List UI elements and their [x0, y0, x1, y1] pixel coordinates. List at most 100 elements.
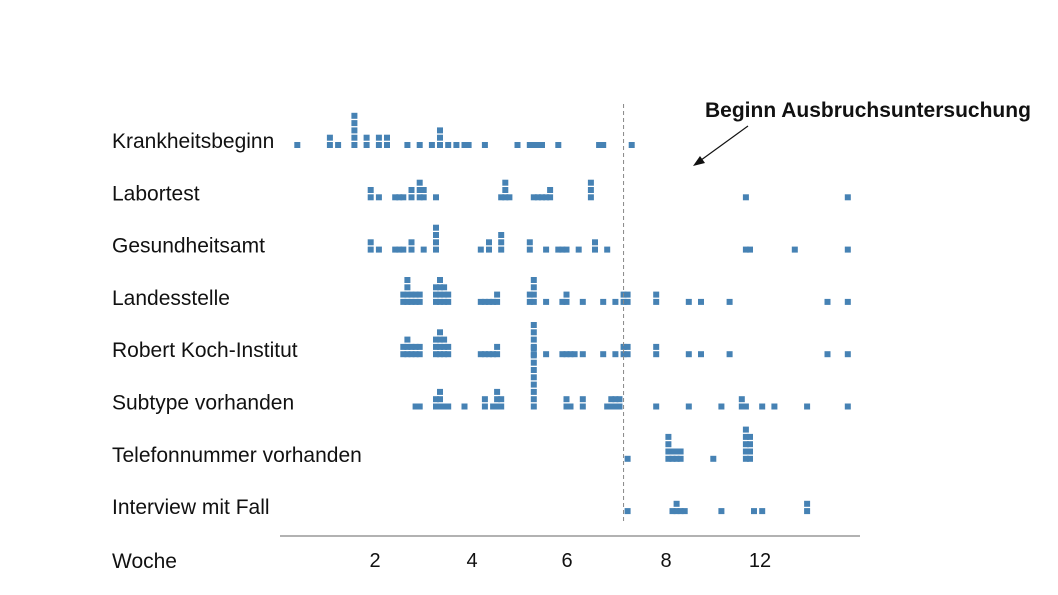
case-dot [420, 246, 427, 253]
case-dot [539, 194, 545, 201]
case-dot [416, 351, 423, 358]
case-dot [477, 351, 484, 358]
case-dot [844, 403, 851, 410]
case-dot [437, 343, 443, 350]
case-dot [404, 336, 411, 343]
case-dot [747, 448, 753, 455]
case-dot [575, 246, 582, 253]
case-dot [604, 246, 611, 253]
annotation-arrow [696, 125, 749, 164]
case-dot [384, 142, 390, 148]
case-dot [433, 351, 439, 358]
case-dot [543, 298, 550, 305]
case-dot [486, 298, 492, 305]
case-dot [526, 298, 533, 305]
case-dot [416, 187, 423, 193]
case-dot [530, 388, 537, 395]
case-dot [685, 351, 692, 358]
case-dot [673, 455, 680, 462]
case-dot [563, 403, 570, 410]
case-dot [494, 298, 501, 305]
case-dot [412, 403, 419, 410]
case-dot [437, 351, 443, 358]
case-dot [624, 508, 631, 515]
case-dot [587, 187, 594, 193]
case-dot [351, 112, 358, 119]
case-dot [698, 351, 704, 358]
case-dot [367, 246, 374, 253]
case-dot [579, 351, 586, 358]
case-dot [400, 343, 407, 350]
case-dot [392, 246, 399, 253]
case-dot [465, 142, 472, 148]
case-dot [844, 246, 851, 253]
case-dot [673, 448, 680, 455]
x-axis-label: Woche [112, 550, 177, 573]
case-dot [400, 351, 407, 358]
case-dot [481, 396, 488, 403]
case-dot [653, 298, 660, 305]
case-dot [600, 298, 607, 305]
case-dot [396, 246, 403, 253]
case-dot [494, 388, 501, 395]
case-dot [571, 351, 578, 358]
case-dot [530, 367, 537, 373]
case-dot [433, 343, 439, 350]
case-dot [367, 239, 374, 246]
x-tick-label: 8 [660, 550, 671, 572]
case-dot [412, 343, 419, 350]
case-dot [433, 232, 439, 238]
case-dot [624, 298, 631, 305]
case-dot [404, 298, 411, 305]
case-dot [791, 246, 798, 253]
case-dot [685, 403, 692, 410]
row-label: Interview mit Fall [112, 496, 270, 519]
case-dot [759, 403, 766, 410]
case-dot [351, 142, 358, 148]
case-dot [498, 239, 505, 246]
case-dot [844, 194, 851, 201]
case-dot [441, 284, 448, 291]
row-label: Labortest [112, 182, 200, 205]
case-dot [530, 142, 537, 148]
case-dot [408, 343, 415, 350]
row-label: Telefonnummer vorhanden [112, 444, 362, 467]
case-dot [742, 194, 749, 201]
case-dot [579, 298, 586, 305]
case-dot [437, 298, 443, 305]
case-dot [433, 336, 439, 343]
case-dot [592, 246, 598, 253]
case-dot [804, 403, 811, 410]
case-dot [804, 508, 811, 515]
case-dot [526, 291, 533, 298]
case-dot [367, 194, 374, 201]
case-dot [563, 291, 570, 298]
case-dot [445, 298, 452, 305]
case-dot [445, 343, 452, 350]
case-dot [400, 246, 407, 253]
case-dot [486, 351, 492, 358]
case-dot [726, 351, 733, 358]
case-dot [490, 298, 497, 305]
case-dot [441, 343, 448, 350]
row-labels: Krankheitsbeginn Labortest Gesundheitsamt L… [112, 130, 362, 519]
case-dot [404, 277, 411, 283]
case-dot [433, 194, 439, 201]
case-dot [490, 351, 497, 358]
case-dot [824, 351, 831, 358]
case-dot [742, 246, 749, 253]
case-dot [408, 298, 415, 305]
case-dot [530, 284, 537, 291]
case-dot [392, 194, 399, 201]
case-dot [498, 246, 505, 253]
case-dot [428, 142, 435, 148]
case-dot [747, 246, 753, 253]
case-dot [628, 142, 635, 148]
case-dot [530, 345, 537, 352]
case-dot [412, 351, 419, 358]
case-dot [416, 403, 423, 410]
case-dot [400, 291, 407, 298]
case-dot [351, 120, 358, 127]
case-dot [612, 351, 619, 358]
x-tick-label: 6 [561, 550, 572, 572]
